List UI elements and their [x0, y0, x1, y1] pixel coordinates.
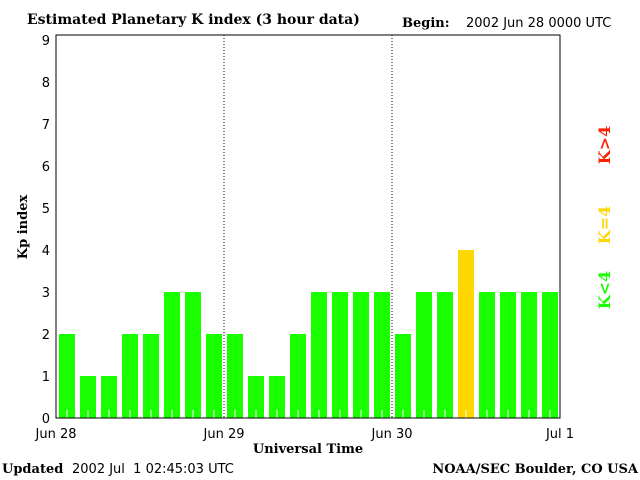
x-tick-label: Jun 30	[371, 427, 413, 442]
source-credit: NOAA/SEC Boulder, CO USA	[432, 462, 639, 477]
y-tick-label: 9	[42, 34, 50, 49]
bar	[80, 376, 96, 418]
begin-label: Begin:	[402, 16, 450, 31]
legend-item: K=4	[595, 206, 614, 244]
bar	[374, 292, 390, 418]
bar	[248, 376, 264, 418]
bar	[59, 334, 75, 418]
x-axis-label: Universal Time	[253, 442, 363, 457]
x-tick-label: Jun 28	[35, 427, 77, 442]
y-tick-label: 3	[42, 286, 50, 301]
y-tick-label: 6	[42, 160, 50, 175]
bar	[185, 292, 201, 418]
bar	[122, 334, 138, 418]
chart-title: Estimated Planetary K index (3 hour data…	[27, 12, 360, 28]
y-tick-label: 2	[42, 328, 50, 343]
y-tick-label: 4	[42, 244, 50, 259]
bar	[542, 292, 558, 418]
x-tick-label: Jul 1	[545, 427, 574, 442]
bar	[143, 334, 159, 418]
legend-item: K>4	[595, 126, 614, 164]
bar	[311, 292, 327, 418]
y-tick-label: 5	[42, 202, 50, 217]
plot-frame	[55, 34, 561, 419]
y-tick-label: 0	[42, 412, 50, 427]
bar	[437, 292, 453, 418]
bar	[290, 334, 306, 418]
x-tick-label: Jun 29	[203, 427, 245, 442]
bar	[521, 292, 537, 418]
bar	[353, 292, 369, 418]
bar	[500, 292, 516, 418]
bar	[269, 376, 285, 418]
y-tick-label: 7	[42, 118, 50, 133]
bar	[164, 292, 180, 418]
bar	[458, 250, 474, 418]
bar	[416, 292, 432, 418]
bar	[479, 292, 495, 418]
begin-value: 2002 Jun 28 0000 UTC	[466, 16, 611, 31]
bar	[227, 334, 243, 418]
y-axis-label: Kp index	[16, 195, 31, 260]
bar	[395, 334, 411, 418]
y-tick-label: 8	[42, 76, 50, 91]
legend-item: K<4	[595, 271, 614, 309]
bar	[206, 334, 222, 418]
bar	[332, 292, 348, 418]
updated-value: 2002 Jul 1 02:45:03 UTC	[72, 462, 234, 477]
y-tick-label: 1	[42, 370, 50, 385]
bar	[101, 376, 117, 418]
updated-label: Updated	[2, 462, 63, 477]
